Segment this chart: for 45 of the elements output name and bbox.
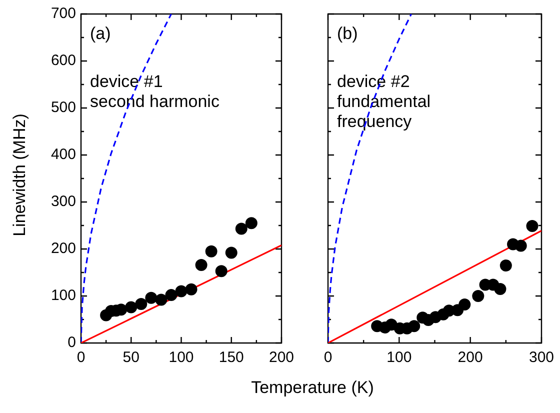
point [145, 292, 158, 304]
point [514, 240, 527, 252]
y-tick-label: 500 [50, 99, 76, 116]
point [408, 320, 420, 332]
point [205, 245, 218, 258]
point [185, 283, 198, 296]
point [225, 246, 238, 259]
point [165, 289, 178, 302]
x-tick-label: 300 [528, 349, 554, 366]
x-axis-title: Temperature (K) [250, 378, 375, 398]
y-tick-label: 200 [50, 240, 76, 258]
annotation: (b) [337, 24, 358, 44]
point [472, 290, 484, 302]
x-tick-label: 200 [268, 349, 294, 366]
y-axis-title: Linewidth (MHz) [10, 112, 30, 238]
y-tick-label: 300 [50, 193, 76, 210]
point [215, 265, 228, 278]
point [175, 285, 188, 298]
x-tick-label: 150 [218, 349, 244, 366]
x-tick-label: 100 [386, 349, 412, 366]
annotation: fundamental [337, 92, 431, 112]
x-tick-label: 100 [168, 349, 194, 366]
y-tick-label: 100 [50, 287, 76, 304]
y-tick-label: 700 [50, 5, 76, 22]
point [245, 217, 258, 230]
annotation: device #1 [90, 72, 163, 92]
annotation: device #2 [337, 72, 410, 92]
annotation: frequency [337, 112, 412, 132]
y-tick-label: 400 [50, 146, 76, 164]
point [195, 258, 208, 271]
y-tick-label: 0 [68, 334, 76, 352]
x-tick-label: 0 [324, 349, 332, 366]
point [494, 282, 506, 295]
point [458, 298, 471, 310]
point [526, 220, 538, 232]
x-tick-label: 200 [458, 349, 483, 366]
point [155, 294, 168, 306]
annotation: (a) [90, 24, 111, 44]
x-tick-label: 50 [122, 349, 140, 366]
annotation: second harmonic [90, 92, 220, 112]
point [500, 259, 512, 272]
point [125, 301, 138, 314]
point [235, 222, 248, 235]
y-tick-label: 600 [50, 52, 76, 70]
point [135, 298, 148, 310]
